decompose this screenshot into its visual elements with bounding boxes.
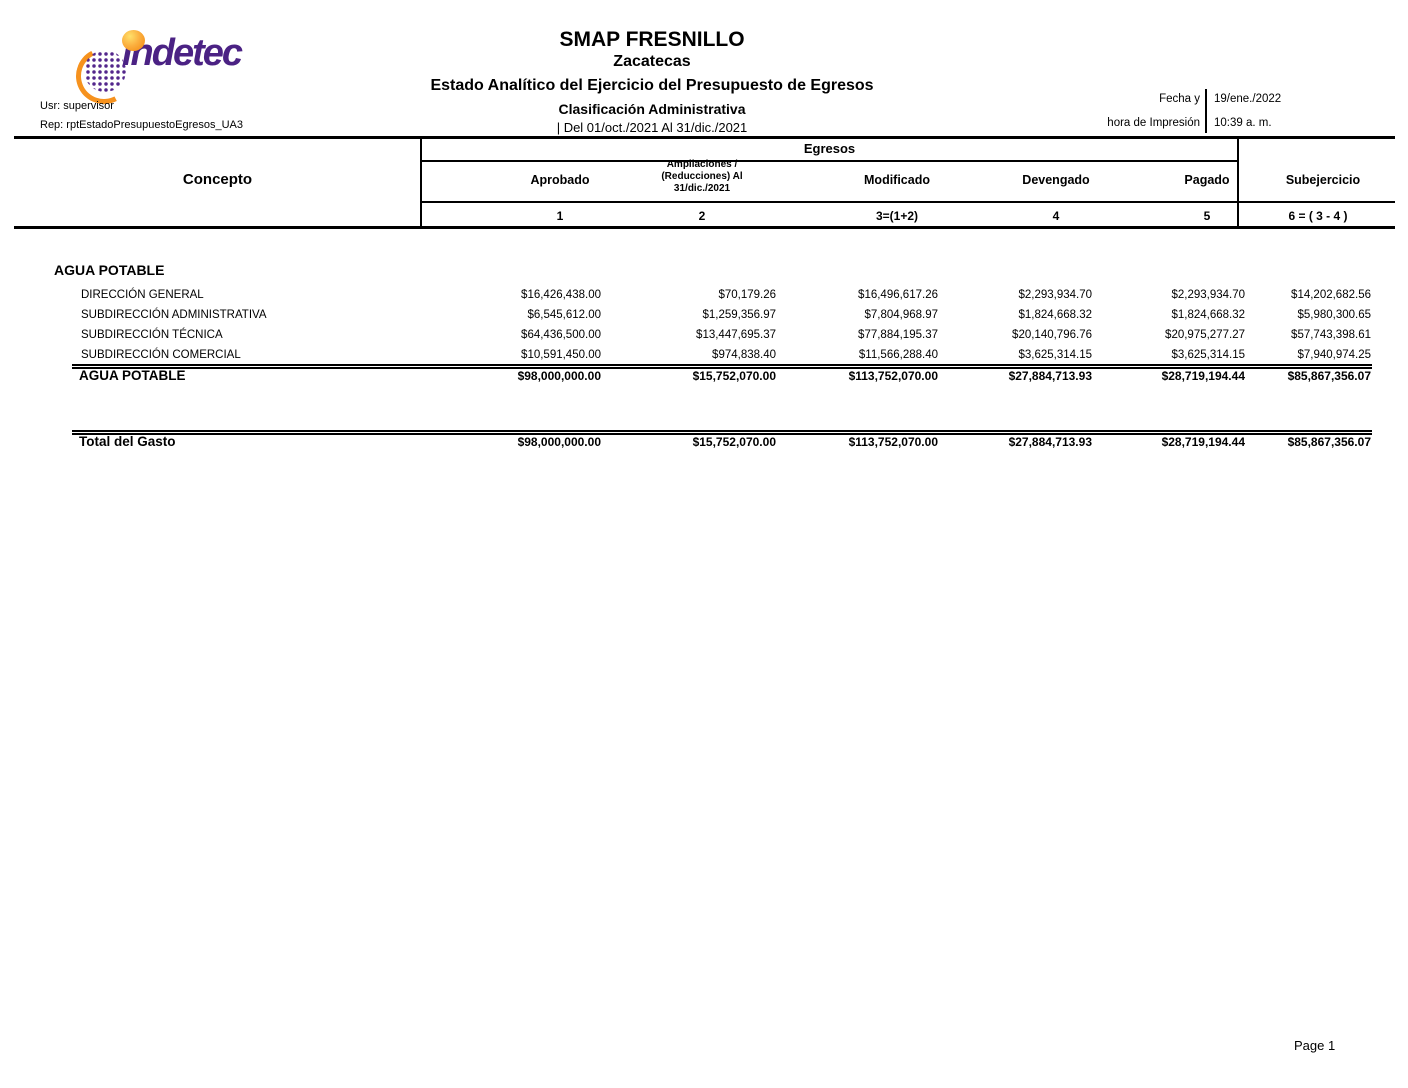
row-subejercicio: $14,202,682.56 — [1291, 289, 1371, 301]
row-modificado: $7,804,968.97 — [864, 309, 938, 321]
row-concept: SUBDIRECCIÓN COMERCIAL — [81, 349, 241, 361]
row-ampliaciones: $974,838.40 — [712, 349, 776, 361]
row-devengado: $1,824,668.32 — [1018, 309, 1092, 321]
concept-column-divider — [420, 136, 422, 229]
section-header-agua-potable: AGUA POTABLE — [54, 262, 165, 278]
column-labels-underline — [421, 201, 1395, 203]
grand-total-pagado: $28,719,194.44 — [1161, 435, 1245, 449]
row-subejercicio: $5,980,300.65 — [1297, 309, 1371, 321]
page-number: Page 1 — [1294, 1038, 1336, 1053]
grand-total-rule — [72, 430, 1372, 435]
column-header-pagado: Pagado — [1184, 173, 1230, 187]
table-row: DIRECCIÓN GENERAL $16,426,438.00 $70,179… — [0, 285, 1408, 305]
column-number-6: 6 = ( 3 - 4 ) — [1288, 209, 1348, 223]
total-ampliaciones: $15,752,070.00 — [692, 369, 776, 383]
org-title: SMAP FRESNILLO — [302, 28, 1002, 52]
row-modificado: $16,496,617.26 — [858, 289, 938, 301]
row-devengado: $2,293,934.70 — [1018, 289, 1092, 301]
concept-column-header: Concepto — [182, 171, 253, 188]
header-bottom-rule — [14, 226, 1395, 229]
grand-total-aprobado: $98,000,000.00 — [517, 435, 601, 449]
logo-orange-dot-icon — [122, 30, 145, 51]
org-title-text: SMAP FRESNILLO — [559, 28, 745, 51]
row-aprobado: $64,436,500.00 — [521, 329, 601, 341]
header-top-rule — [14, 136, 1395, 139]
total-modificado: $113,752,070.00 — [848, 369, 938, 383]
print-time-value: 10:39 a. m. — [1214, 117, 1272, 129]
section-total-row: AGUA POTABLE $98,000,000.00 $15,752,070.… — [0, 367, 1408, 385]
total-devengado: $27,884,713.93 — [1008, 369, 1092, 383]
print-info-divider — [1205, 89, 1207, 133]
total-aprobado: $98,000,000.00 — [517, 369, 601, 383]
row-concept: SUBDIRECCIÓN TÉCNICA — [81, 329, 223, 341]
row-aprobado: $6,545,612.00 — [527, 309, 601, 321]
row-pagado: $2,293,934.70 — [1171, 289, 1245, 301]
classification-title: Clasificación Administrativa — [302, 101, 1002, 117]
classification-title-text: Clasificación Administrativa — [558, 101, 746, 117]
table-row: SUBDIRECCIÓN TÉCNICA $64,436,500.00 $13,… — [0, 325, 1408, 345]
row-devengado: $20,140,796.76 — [1012, 329, 1092, 341]
column-header-aprobado: Aprobado — [530, 173, 590, 187]
report-title: Estado Analítico del Ejercicio del Presu… — [302, 77, 1002, 95]
print-date-value: 19/ene./2022 — [1214, 93, 1282, 105]
column-number-2: 2 — [698, 209, 706, 223]
row-pagado: $3,625,314.15 — [1171, 349, 1245, 361]
total-pagado: $28,719,194.44 — [1161, 369, 1245, 383]
row-subejercicio: $7,940,974.25 — [1297, 349, 1371, 361]
indetec-logo: indetec — [38, 26, 243, 112]
section-total-label: AGUA POTABLE — [79, 368, 186, 383]
row-concept: SUBDIRECCIÓN ADMINISTRATIVA — [81, 309, 267, 321]
egresos-underline — [421, 160, 1239, 162]
grand-total-devengado: $27,884,713.93 — [1008, 435, 1092, 449]
row-ampliaciones: $1,259,356.97 — [702, 309, 776, 321]
column-header-modificado: Modificado — [864, 173, 930, 187]
user-line: Usr: supervisor — [40, 100, 114, 112]
section-total-rule — [72, 364, 1372, 369]
column-header-subejercicio: Subejercicio — [1285, 173, 1361, 187]
row-aprobado: $16,426,438.00 — [521, 289, 601, 301]
grand-total-ampliaciones: $15,752,070.00 — [692, 435, 776, 449]
column-number-5: 5 — [1203, 209, 1211, 223]
table-row: SUBDIRECCIÓN COMERCIAL $10,591,450.00 $9… — [0, 345, 1408, 365]
state-title-text: Zacatecas — [613, 53, 691, 70]
row-ampliaciones: $70,179.26 — [718, 289, 776, 301]
row-devengado: $3,625,314.15 — [1018, 349, 1092, 361]
grand-total-modificado: $113,752,070.00 — [848, 435, 938, 449]
row-modificado: $11,566,288.40 — [858, 349, 938, 361]
report-title-text: Estado Analítico del Ejercicio del Presu… — [430, 77, 874, 94]
state-title: Zacatecas — [302, 53, 1002, 71]
column-number-1: 1 — [556, 209, 564, 223]
row-pagado: $20,975,277.27 — [1165, 329, 1245, 341]
column-header-devengado: Devengado — [1022, 173, 1090, 187]
grand-total-row: Total del Gasto $98,000,000.00 $15,752,0… — [0, 433, 1408, 451]
column-number-4: 4 — [1052, 209, 1060, 223]
egresos-group-header: Egresos — [803, 141, 856, 156]
grand-total-subejercicio: $85,867,356.07 — [1287, 435, 1371, 449]
period-line: | Del 01/oct./2021 Al 31/dic./2021 — [556, 120, 748, 135]
subejercicio-column-divider — [1237, 136, 1239, 229]
row-modificado: $77,884,195.37 — [858, 329, 938, 341]
column-number-3: 3=(1+2) — [875, 209, 919, 223]
row-concept: DIRECCIÓN GENERAL — [81, 289, 204, 301]
logo-dotted-sphere-icon — [84, 50, 126, 92]
row-subejercicio: $57,743,398.61 — [1291, 329, 1371, 341]
total-subejercicio: $85,867,356.07 — [1287, 369, 1371, 383]
row-ampliaciones: $13,447,695.37 — [696, 329, 776, 341]
table-row: SUBDIRECCIÓN ADMINISTRATIVA $6,545,612.0… — [0, 305, 1408, 325]
report-id-line: Rep: rptEstadoPresupuestoEgresos_UA3 — [40, 119, 244, 131]
grand-total-label: Total del Gasto — [79, 434, 176, 449]
column-header-ampliaciones: Ampliaciones / (Reducciones) Al 31/dic./… — [661, 159, 743, 194]
row-aprobado: $10,591,450.00 — [521, 349, 601, 361]
print-time-label: hora de Impresión — [1107, 117, 1200, 129]
row-pagado: $1,824,668.32 — [1171, 309, 1245, 321]
print-date-label: Fecha y — [1159, 93, 1200, 105]
